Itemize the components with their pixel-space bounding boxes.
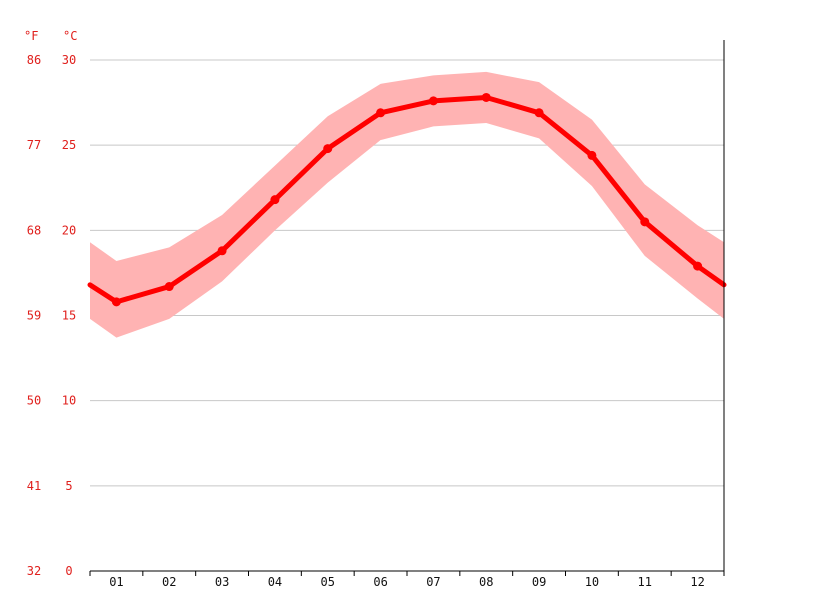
data-point-02 [164, 282, 174, 292]
y-tick-fahrenheit: 68 [27, 223, 41, 237]
data-point-09 [534, 108, 544, 118]
data-point-04 [270, 195, 280, 205]
x-tick-label-01: 01 [109, 575, 123, 589]
x-tick-label-02: 02 [162, 575, 176, 589]
data-point-03 [217, 246, 227, 256]
x-tick-label-12: 12 [690, 575, 704, 589]
y-tick-celsius: 25 [62, 138, 76, 152]
x-tick-label-04: 04 [268, 575, 282, 589]
data-point-08 [481, 92, 491, 102]
y-tick-celsius: 0 [65, 564, 72, 578]
y-tick-fahrenheit: 32 [27, 564, 41, 578]
y-tick-fahrenheit: 86 [27, 53, 41, 67]
data-point-10 [587, 150, 597, 160]
x-axis-labels: 01 02 03 04 05 06 07 08 09 10 11 12 [109, 575, 705, 589]
x-tick-label-11: 11 [638, 575, 652, 589]
fahrenheit-unit-label: °F [24, 29, 38, 43]
data-points [111, 92, 703, 307]
data-point-05 [323, 144, 333, 154]
celsius-unit-label: °C [63, 29, 77, 43]
y-tick-celsius: 10 [62, 394, 76, 408]
x-tick-label-07: 07 [426, 575, 440, 589]
y-tick-celsius: 5 [65, 479, 72, 493]
temperature-range-band [90, 71, 724, 338]
y-tick-celsius: 20 [62, 223, 76, 237]
x-tick-label-10: 10 [585, 575, 599, 589]
y-tick-fahrenheit: 77 [27, 138, 41, 152]
y-tick-celsius: 30 [62, 53, 76, 67]
x-tick-label-06: 06 [373, 575, 387, 589]
x-tick-label-03: 03 [215, 575, 229, 589]
axes [89, 40, 725, 576]
y-tick-celsius: 15 [62, 309, 76, 323]
data-point-01 [111, 297, 121, 307]
y-tick-fahrenheit: 41 [27, 479, 41, 493]
data-point-11 [640, 217, 650, 227]
y-axis-labels: °F °C 32 0 41 5 50 10 59 15 68 20 77 25 86 30 [24, 29, 77, 578]
data-point-06 [376, 108, 386, 118]
x-tick-label-05: 05 [321, 575, 335, 589]
data-point-12 [693, 261, 703, 271]
data-point-07 [428, 96, 438, 106]
y-tick-fahrenheit: 50 [27, 394, 41, 408]
gridlines [90, 59, 724, 487]
x-tick-label-09: 09 [532, 575, 546, 589]
mean-temperature-line [87, 94, 727, 305]
y-tick-fahrenheit: 59 [27, 309, 41, 323]
x-tick-label-08: 08 [479, 575, 493, 589]
